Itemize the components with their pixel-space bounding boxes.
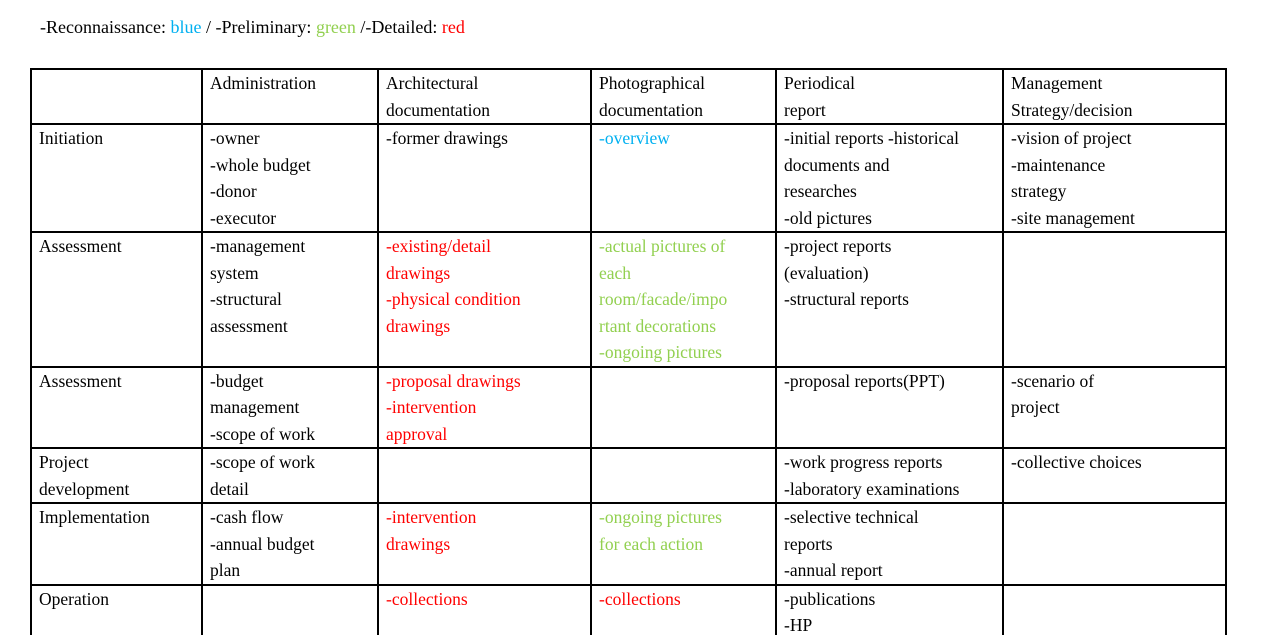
table-cell [590, 447, 777, 504]
table-cell: -collective choices [1002, 447, 1227, 504]
table-cell: -collections [590, 583, 777, 635]
table-cell: -management system -structural assessmen… [201, 231, 379, 368]
phase-label: Implementation [30, 502, 203, 586]
table-row: Assessment -budget management -scope of w… [30, 365, 1227, 449]
table-cell: -work progress reports -laboratory exami… [775, 447, 1004, 504]
table-body: Initiation -owner -whole budget -donor -e… [30, 123, 1227, 635]
legend-segment: red [441, 17, 465, 37]
table-row: Operation -collections -collections -public… [30, 583, 1227, 635]
legend-segment: green [315, 17, 356, 37]
table-cell [377, 447, 592, 504]
table-cell: -scope of work detail [201, 447, 379, 504]
column-header: Architectural documentation [377, 68, 592, 125]
column-header: Management Strategy/decision [1002, 68, 1227, 125]
legend-segment: blue [170, 17, 202, 37]
table-row: Initiation -owner -whole budget -donor -e… [30, 123, 1227, 233]
table-cell: -intervention drawings [377, 502, 592, 586]
phase-label: Project development [30, 447, 203, 504]
legend-segment: /-Detailed: [355, 17, 442, 37]
documentation-matrix-table: Administration Architectural documentatio… [30, 68, 1227, 635]
legend-segment: / -Preliminary: [201, 17, 316, 37]
table-cell [590, 365, 777, 449]
table-cell: -vision of project -maintenance strategy… [1002, 123, 1227, 233]
table-cell [1002, 231, 1227, 368]
column-header: Administration [201, 68, 379, 125]
phase-label: Assessment [30, 231, 203, 368]
table-row: Implementation -cash flow -annual budget … [30, 502, 1227, 586]
table-cell: -former drawings [377, 123, 592, 233]
legend-segment: -Reconnaissance: [40, 17, 171, 37]
table-cell: -proposal drawings -intervention approva… [377, 365, 592, 449]
table-cell: -actual pictures of each room/facade/imp… [590, 231, 777, 368]
table-cell: -publications -HP [775, 583, 1004, 635]
table-cell: -proposal reports(PPT) [775, 365, 1004, 449]
table-cell: -cash flow -annual budget plan [201, 502, 379, 586]
table-cell: -initial reports -historical documents a… [775, 123, 1004, 233]
color-legend: -Reconnaissance: blue / -Preliminary: gr… [40, 17, 465, 38]
table-cell: -owner -whole budget -donor -executor [201, 123, 379, 233]
table-cell: -scenario of project [1002, 365, 1227, 449]
table-cell: -overview [590, 123, 777, 233]
table-row: Project development -scope of work detail… [30, 447, 1227, 504]
table-cell: -collections [377, 583, 592, 635]
table-header-row: Administration Architectural documentatio… [30, 68, 1227, 125]
table-cell: -ongoing pictures for each action [590, 502, 777, 586]
table-cell [1002, 502, 1227, 586]
phase-label: Assessment [30, 365, 203, 449]
column-header: Periodical report [775, 68, 1004, 125]
phase-label: Initiation [30, 123, 203, 233]
table-cell [1002, 583, 1227, 635]
table-cell: -project reports (evaluation) -structura… [775, 231, 1004, 368]
table-cell: -selective technical reports -annual rep… [775, 502, 1004, 586]
table-cell: -budget management -scope of work [201, 365, 379, 449]
column-header: Photographical documentation [590, 68, 777, 125]
table-cell: -existing/detail drawings -physical cond… [377, 231, 592, 368]
phase-label: Operation [30, 583, 203, 635]
table-cell [201, 583, 379, 635]
table-row: Assessment -management system -structural… [30, 231, 1227, 368]
column-header [30, 68, 203, 125]
